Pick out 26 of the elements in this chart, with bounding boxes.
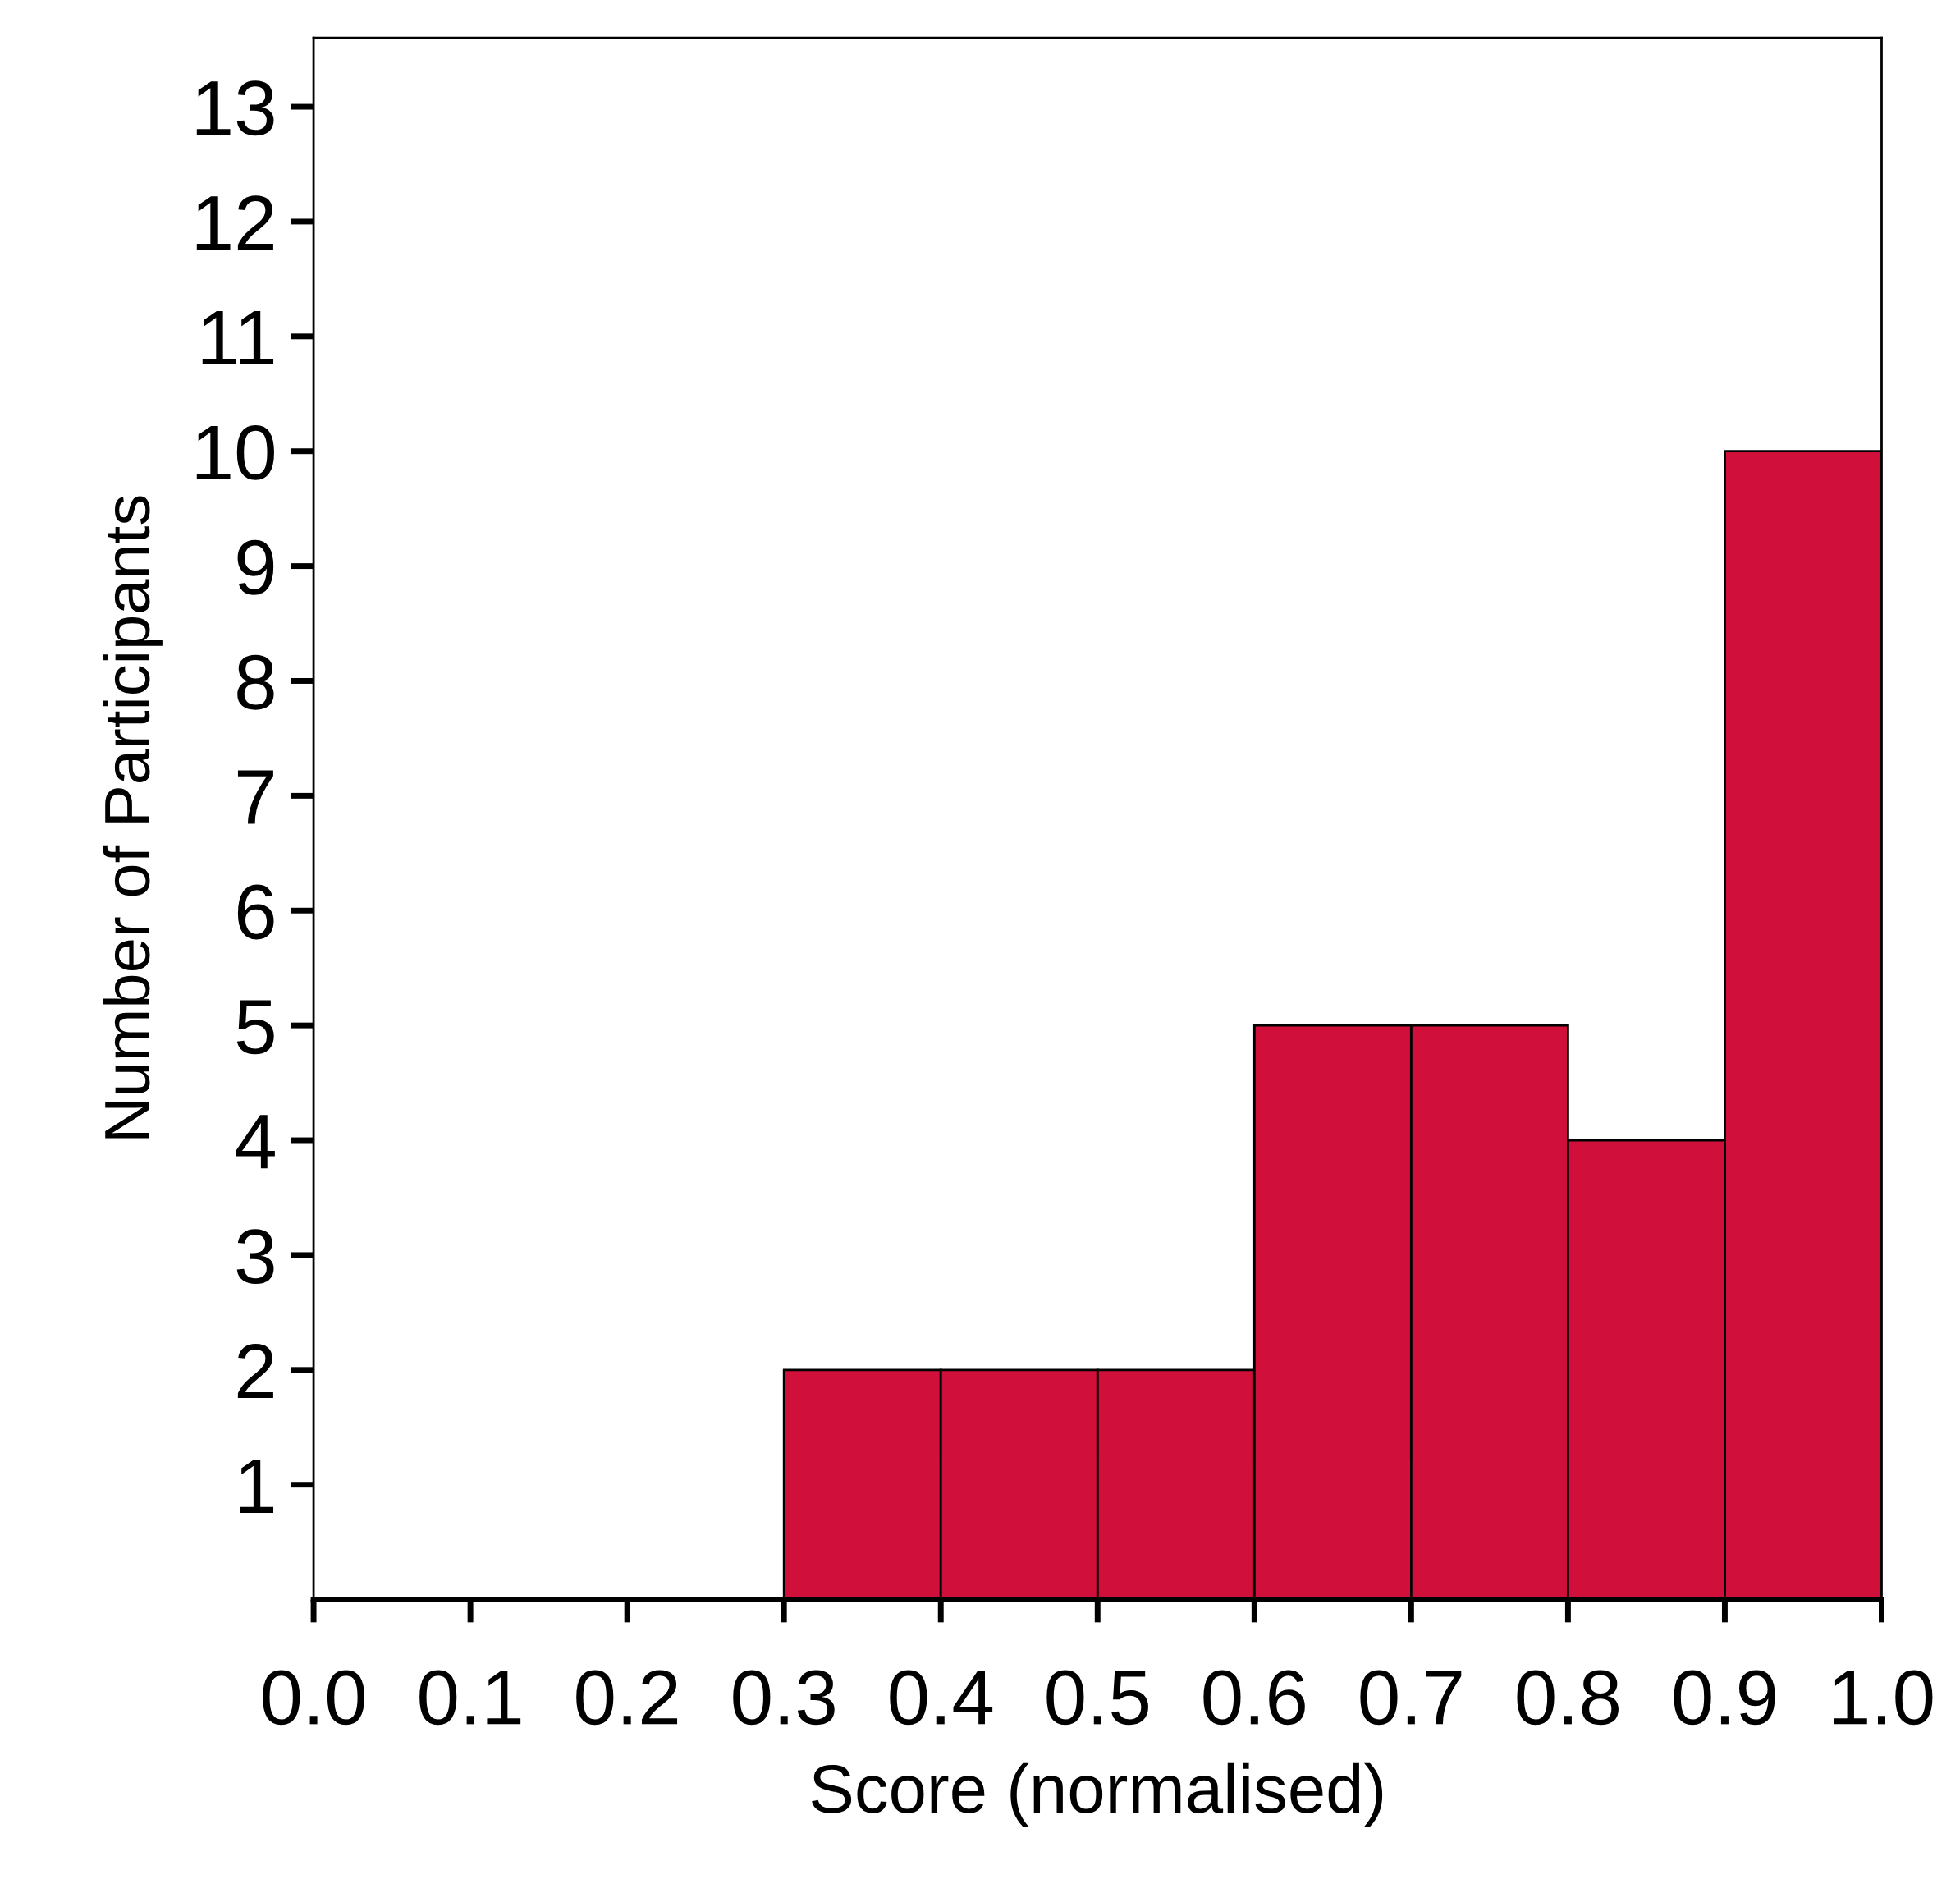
- x-tick-label: 0.7: [1360, 1670, 1462, 1726]
- x-tick-label: 1.0: [1834, 1670, 1933, 1726]
- y-tick-label: 11: [202, 311, 274, 365]
- x-tick-label: 0.9: [1674, 1670, 1775, 1726]
- x-tick-label: 0.5: [1046, 1670, 1148, 1726]
- y-axis-title: Number of Participants: [103, 496, 163, 1139]
- y-tick-label: 1: [240, 1459, 274, 1513]
- x-tick-label: 0.8: [1517, 1670, 1619, 1726]
- x-tick-label: 0.3: [733, 1670, 835, 1726]
- y-tick-label: 10: [196, 424, 274, 480]
- x-tick-label: 0.2: [576, 1670, 678, 1726]
- y-tick-label: 8: [237, 654, 274, 710]
- x-axis-title: Score (normalised): [812, 1762, 1383, 1827]
- x-tick-label: 0.0: [263, 1670, 365, 1726]
- y-tick-label: 13: [196, 80, 274, 136]
- y-tick-label: 6: [237, 884, 274, 940]
- x-tick-label: 0.1: [419, 1670, 521, 1726]
- y-tick-label: 4: [236, 1115, 275, 1169]
- y-tick-label: 2: [237, 1344, 273, 1399]
- x-tick-label: 0.6: [1203, 1670, 1305, 1726]
- x-tick-label: 0.4: [890, 1670, 993, 1726]
- y-tick-label: 5: [236, 1000, 274, 1055]
- y-tick-label: 9: [237, 539, 274, 595]
- y-tick-label: 12: [196, 195, 273, 250]
- y-tick-label: 3: [236, 1229, 274, 1285]
- y-tick-label: 7: [237, 770, 273, 824]
